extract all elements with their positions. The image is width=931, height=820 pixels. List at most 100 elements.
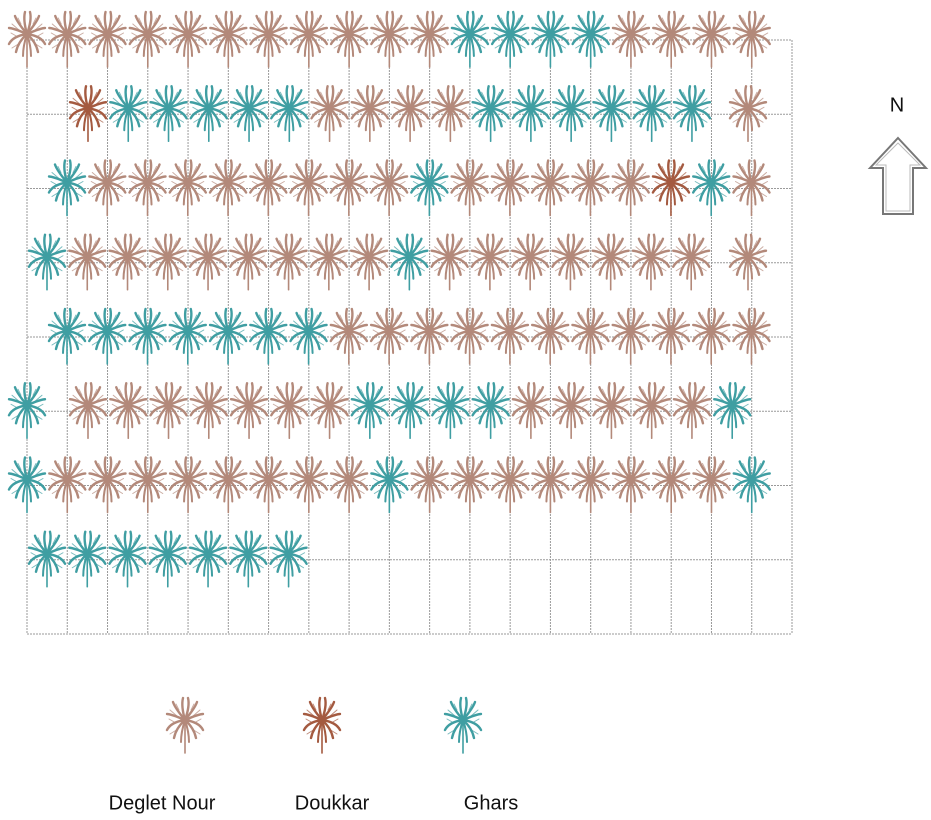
palm (209, 456, 248, 514)
palm (551, 382, 591, 440)
palm (168, 159, 207, 217)
palm (471, 85, 510, 143)
palm (732, 10, 771, 69)
palm (289, 10, 329, 69)
palm (229, 85, 269, 143)
palm (450, 10, 490, 69)
palm (692, 10, 731, 69)
palm (168, 10, 208, 69)
palm (490, 10, 530, 69)
palm (229, 382, 269, 440)
palm (390, 382, 430, 440)
palm (591, 233, 630, 291)
palm (310, 382, 349, 440)
palm (329, 456, 369, 514)
palm (68, 382, 108, 440)
palm (692, 159, 731, 217)
palm (188, 530, 228, 588)
palm (165, 696, 205, 755)
palm (652, 456, 691, 514)
palm (302, 696, 342, 755)
palm (27, 530, 67, 588)
palm (611, 10, 651, 69)
palm (450, 456, 490, 514)
palm (732, 159, 771, 217)
palm (350, 382, 390, 440)
legend-label: Ghars (464, 792, 518, 814)
palm (410, 456, 449, 514)
palm (88, 159, 127, 217)
palm (511, 85, 551, 143)
palm (68, 85, 108, 143)
palm (48, 456, 87, 514)
palm (431, 85, 470, 143)
palm (672, 233, 711, 291)
palm (289, 456, 329, 514)
palm (390, 85, 430, 143)
palm (349, 233, 389, 291)
palm (128, 456, 167, 514)
palm (128, 10, 167, 69)
palm (592, 382, 631, 440)
palm (551, 233, 590, 291)
palm (728, 233, 768, 291)
palm (148, 530, 187, 588)
palm (209, 10, 248, 69)
palm (511, 382, 551, 440)
palm (48, 10, 87, 69)
palm (208, 159, 248, 217)
palm (652, 10, 691, 69)
palm (531, 456, 570, 514)
palm (672, 382, 712, 440)
palm (728, 85, 768, 143)
legend-label: Doukkar (295, 792, 370, 814)
palm (249, 159, 288, 217)
palm (189, 85, 228, 143)
palm (531, 10, 570, 69)
palm (7, 10, 47, 69)
palm (309, 233, 349, 291)
palm (270, 382, 309, 440)
legend: Deglet Nour Doukkar Ghars (109, 696, 518, 814)
palm (289, 159, 328, 217)
north-label: N (890, 94, 904, 116)
palm (370, 10, 409, 69)
palm (108, 233, 147, 291)
palm (7, 456, 47, 514)
palm (88, 10, 127, 69)
palm (108, 530, 147, 588)
palm (229, 530, 268, 588)
palm (490, 456, 530, 514)
palm (310, 85, 349, 143)
palm (249, 456, 288, 514)
palm (269, 233, 308, 291)
palm (270, 85, 309, 143)
palm (370, 456, 409, 514)
palm (168, 456, 208, 514)
palm (68, 530, 107, 588)
north-arrow (867, 136, 929, 215)
palm (450, 159, 489, 217)
palm (410, 159, 449, 217)
palm (490, 159, 530, 217)
north-arrow-inner (874, 142, 922, 212)
palm (149, 85, 188, 143)
palm (430, 233, 469, 291)
palm (443, 696, 483, 755)
palm (329, 10, 369, 69)
palm (68, 233, 107, 291)
palm (88, 456, 127, 514)
palm (571, 10, 610, 69)
palm (551, 85, 591, 143)
legend-label: Deglet Nour (109, 792, 216, 814)
palm (611, 456, 651, 514)
palm (732, 456, 771, 514)
palm (109, 382, 148, 440)
palm (592, 85, 631, 143)
palm (510, 233, 550, 291)
palm (189, 382, 228, 440)
palm (148, 233, 187, 291)
palm (188, 233, 228, 291)
palm (109, 85, 148, 143)
